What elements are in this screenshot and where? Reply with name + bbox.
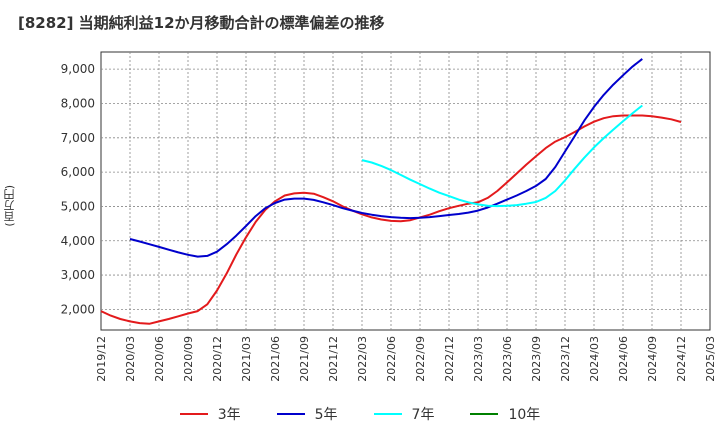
x-axis-ticks: 2019/12 2020/03 2020/06 2020/09 2020/12 2021/…	[95, 336, 717, 382]
x-tick-label: 2024/06	[617, 336, 630, 382]
grid-lines	[101, 52, 710, 330]
legend: 3年 5年 7年 10年	[0, 402, 720, 426]
x-tick-label: 2021/12	[327, 336, 340, 382]
y-tick-label: 8,000	[61, 96, 95, 110]
x-tick-label: 2020/09	[182, 336, 195, 382]
x-tick-label: 2022/09	[414, 336, 427, 382]
legend-label: 10年	[508, 407, 541, 423]
x-tick-label: 2021/06	[269, 336, 282, 382]
x-tick-label: 2022/06	[385, 336, 398, 382]
y-tick-label: 2,000	[61, 302, 95, 316]
series-line-3年	[100, 114, 682, 325]
x-tick-label: 2020/03	[124, 336, 137, 382]
x-tick-label: 2023/06	[501, 336, 514, 382]
x-tick-label: 2024/12	[675, 336, 688, 382]
legend-swatch	[276, 413, 305, 415]
y-axis-ticks: 2,000 3,000 4,000 5,000 6,000 7,000 8,000 9,000	[61, 62, 95, 316]
legend-label: 3年	[217, 407, 241, 423]
y-tick-label: 7,000	[61, 131, 95, 145]
x-tick-label: 2020/12	[211, 336, 224, 382]
x-tick-label: 2023/03	[472, 336, 485, 382]
x-tick-label: 2023/12	[559, 336, 572, 382]
x-tick-label: 2024/03	[588, 336, 601, 382]
chart-title: [8282] 当期純利益12か月移動合計の標準偏差の推移	[18, 14, 385, 32]
x-tick-label: 2021/09	[298, 336, 311, 382]
x-tick-label: 2020/06	[153, 336, 166, 382]
legend-label: 7年	[411, 407, 435, 423]
legend-swatch	[179, 413, 208, 415]
y-tick-label: 5,000	[61, 199, 95, 213]
legend-item: 3年	[179, 402, 241, 426]
legend-label: 5年	[314, 407, 338, 423]
legend-item: 5年	[276, 402, 338, 426]
x-tick-label: 2025/03	[704, 336, 717, 382]
legend-item: 7年	[373, 402, 435, 426]
x-tick-label: 2021/03	[240, 336, 253, 382]
y-tick-label: 9,000	[61, 62, 95, 76]
legend-swatch	[373, 413, 402, 415]
series-lines	[100, 58, 682, 325]
y-tick-label: 4,000	[61, 234, 95, 248]
x-tick-label: 2024/09	[646, 336, 659, 382]
x-tick-label: 2022/12	[443, 336, 456, 382]
x-tick-label: 2023/09	[530, 336, 543, 382]
series-line-5年	[129, 58, 643, 258]
series-line-7年	[361, 104, 643, 208]
x-tick-label: 2022/03	[356, 336, 369, 382]
y-tick-label: 6,000	[61, 165, 95, 179]
plot-area	[100, 51, 711, 331]
x-tick-label: 2019/12	[95, 336, 108, 382]
y-tick-label: 3,000	[61, 268, 95, 282]
line-chart: 2,000 3,000 4,000 5,000 6,000 7,000 8,000 9,000…	[61, 51, 717, 382]
legend-swatch	[470, 413, 499, 415]
legend-item: 10年	[470, 402, 540, 426]
